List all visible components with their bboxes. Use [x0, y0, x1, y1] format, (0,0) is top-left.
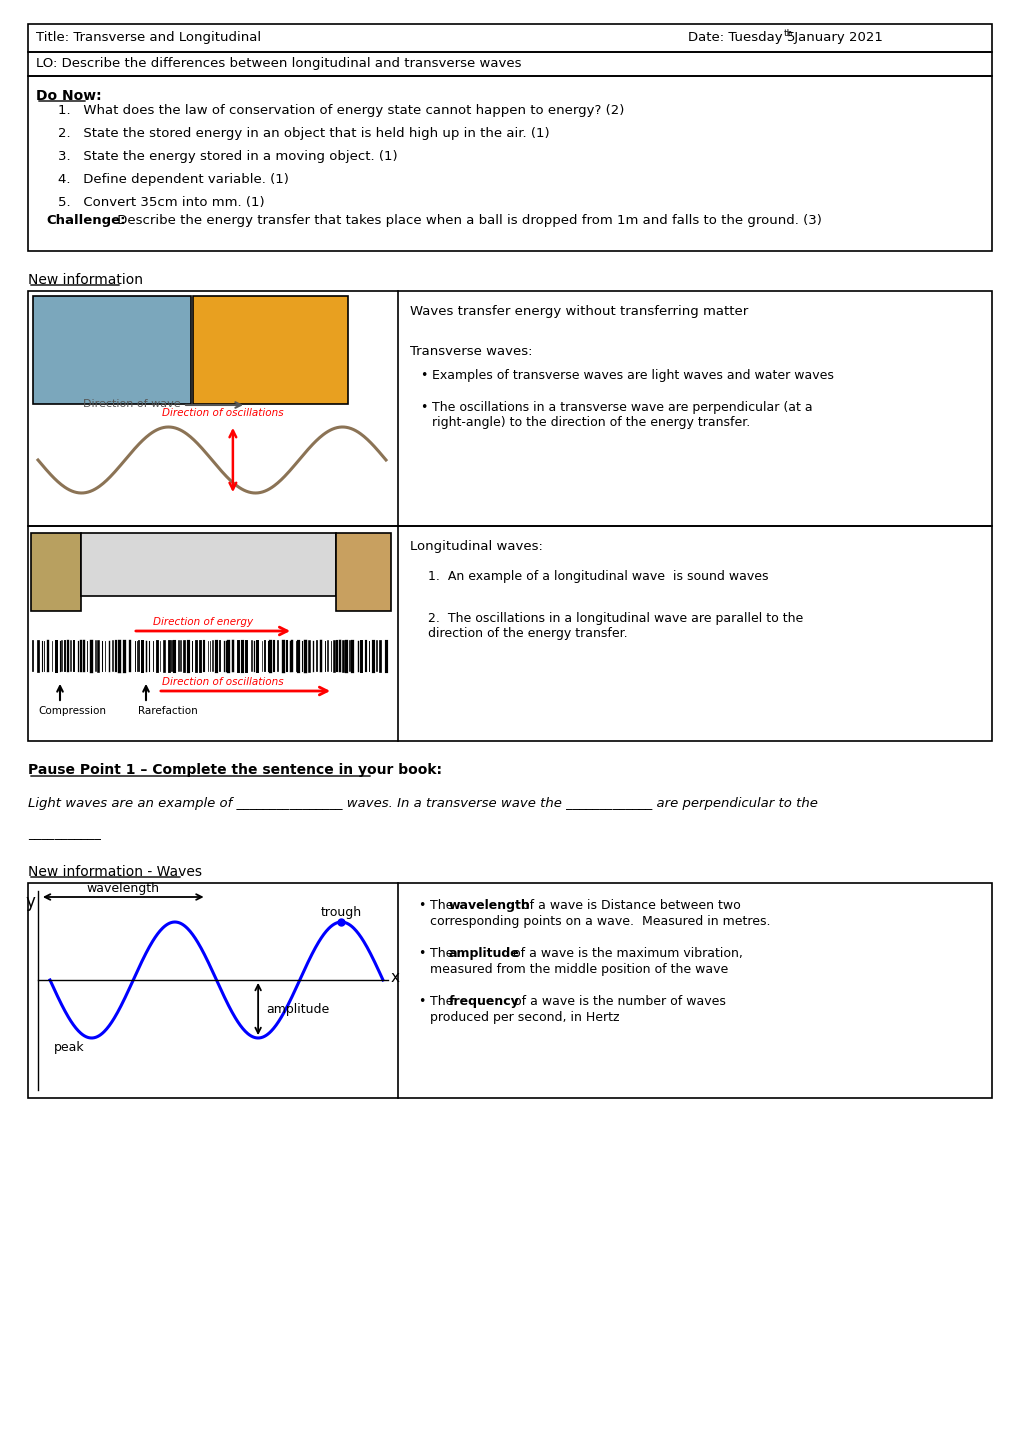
Text: frequency: frequency	[448, 995, 520, 1008]
Text: Longitudinal waves:: Longitudinal waves:	[410, 539, 542, 552]
Text: •: •	[418, 995, 425, 1008]
Text: 1.  An example of a longitudinal wave  is sound waves: 1. An example of a longitudinal wave is …	[428, 570, 767, 583]
Text: Waves transfer energy without transferring matter: Waves transfer energy without transferri…	[410, 306, 748, 319]
Text: Date: Tuesday 5: Date: Tuesday 5	[688, 30, 795, 45]
Text: corresponding points on a wave.  Measured in metres.: corresponding points on a wave. Measured…	[430, 916, 769, 929]
Text: •: •	[418, 947, 425, 960]
Text: amplitude: amplitude	[266, 1002, 329, 1015]
Text: 5.   Convert 35cm into mm. (1): 5. Convert 35cm into mm. (1)	[58, 196, 264, 209]
Text: 4.   Define dependent variable. (1): 4. Define dependent variable. (1)	[58, 173, 288, 186]
Text: New information - Waves: New information - Waves	[28, 865, 202, 880]
Text: Transverse waves:: Transverse waves:	[410, 345, 532, 358]
FancyBboxPatch shape	[31, 534, 81, 611]
Text: The oscillations in a transverse wave are perpendicular (at a
right-angle) to th: The oscillations in a transverse wave ar…	[432, 401, 812, 430]
Text: Pause Point 1 – Complete the sentence in your book:: Pause Point 1 – Complete the sentence in…	[28, 763, 441, 777]
Text: The: The	[430, 995, 457, 1008]
Text: peak: peak	[54, 1041, 85, 1054]
Text: Title: Transverse and Longitudinal: Title: Transverse and Longitudinal	[36, 30, 261, 45]
Text: Rarefaction: Rarefaction	[138, 707, 198, 717]
Text: of a wave is Distance between two: of a wave is Distance between two	[518, 898, 740, 911]
Text: 3.   State the energy stored in a moving object. (1): 3. State the energy stored in a moving o…	[58, 150, 397, 163]
Text: x: x	[390, 970, 399, 985]
FancyBboxPatch shape	[193, 296, 347, 404]
Text: amplitude: amplitude	[448, 947, 520, 960]
Text: Direction of oscillations: Direction of oscillations	[162, 408, 283, 418]
Text: ___________: ___________	[28, 828, 101, 841]
Text: Direction of energy: Direction of energy	[153, 617, 253, 627]
Text: y: y	[25, 893, 35, 911]
Text: th: th	[784, 29, 793, 37]
FancyBboxPatch shape	[81, 534, 335, 596]
Text: 2.   State the stored energy in an object that is held high up in the air. (1): 2. State the stored energy in an object …	[58, 127, 549, 140]
Text: Direction of wave: Direction of wave	[83, 399, 180, 410]
Text: wavelength: wavelength	[87, 883, 160, 895]
Text: •: •	[418, 898, 425, 911]
FancyBboxPatch shape	[335, 534, 390, 611]
Text: Challenge:: Challenge:	[46, 213, 125, 226]
Text: •: •	[420, 369, 427, 382]
Text: Light waves are an example of ________________ waves. In a transverse wave the _: Light waves are an example of __________…	[28, 797, 817, 810]
Text: trough: trough	[321, 906, 362, 919]
Text: 1.   What does the law of conservation of energy state cannot happen to energy? : 1. What does the law of conservation of …	[58, 104, 624, 117]
Text: The: The	[430, 947, 457, 960]
Text: New information: New information	[28, 273, 143, 287]
Text: wavelength: wavelength	[448, 898, 530, 911]
Text: produced per second, in Hertz: produced per second, in Hertz	[430, 1011, 619, 1024]
Text: Examples of transverse waves are light waves and water waves: Examples of transverse waves are light w…	[432, 369, 834, 382]
Text: January 2021: January 2021	[790, 30, 882, 45]
Text: LO: Describe the differences between longitudinal and transverse waves: LO: Describe the differences between lon…	[36, 58, 521, 71]
Text: •: •	[420, 401, 427, 414]
Text: of a wave is the number of waves: of a wave is the number of waves	[510, 995, 726, 1008]
Text: of a wave is the maximum vibration,: of a wave is the maximum vibration,	[508, 947, 742, 960]
Text: Describe the energy transfer that takes place when a ball is dropped from 1m and: Describe the energy transfer that takes …	[113, 213, 821, 226]
Text: 2.  The oscillations in a longitudinal wave are parallel to the
direction of the: 2. The oscillations in a longitudinal wa…	[428, 611, 803, 640]
FancyBboxPatch shape	[33, 296, 191, 404]
Text: measured from the middle position of the wave: measured from the middle position of the…	[430, 963, 728, 976]
Text: The: The	[430, 898, 457, 911]
Text: Compression: Compression	[38, 707, 106, 717]
Text: Direction of oscillations: Direction of oscillations	[162, 676, 283, 686]
Text: Do Now:: Do Now:	[36, 89, 102, 102]
